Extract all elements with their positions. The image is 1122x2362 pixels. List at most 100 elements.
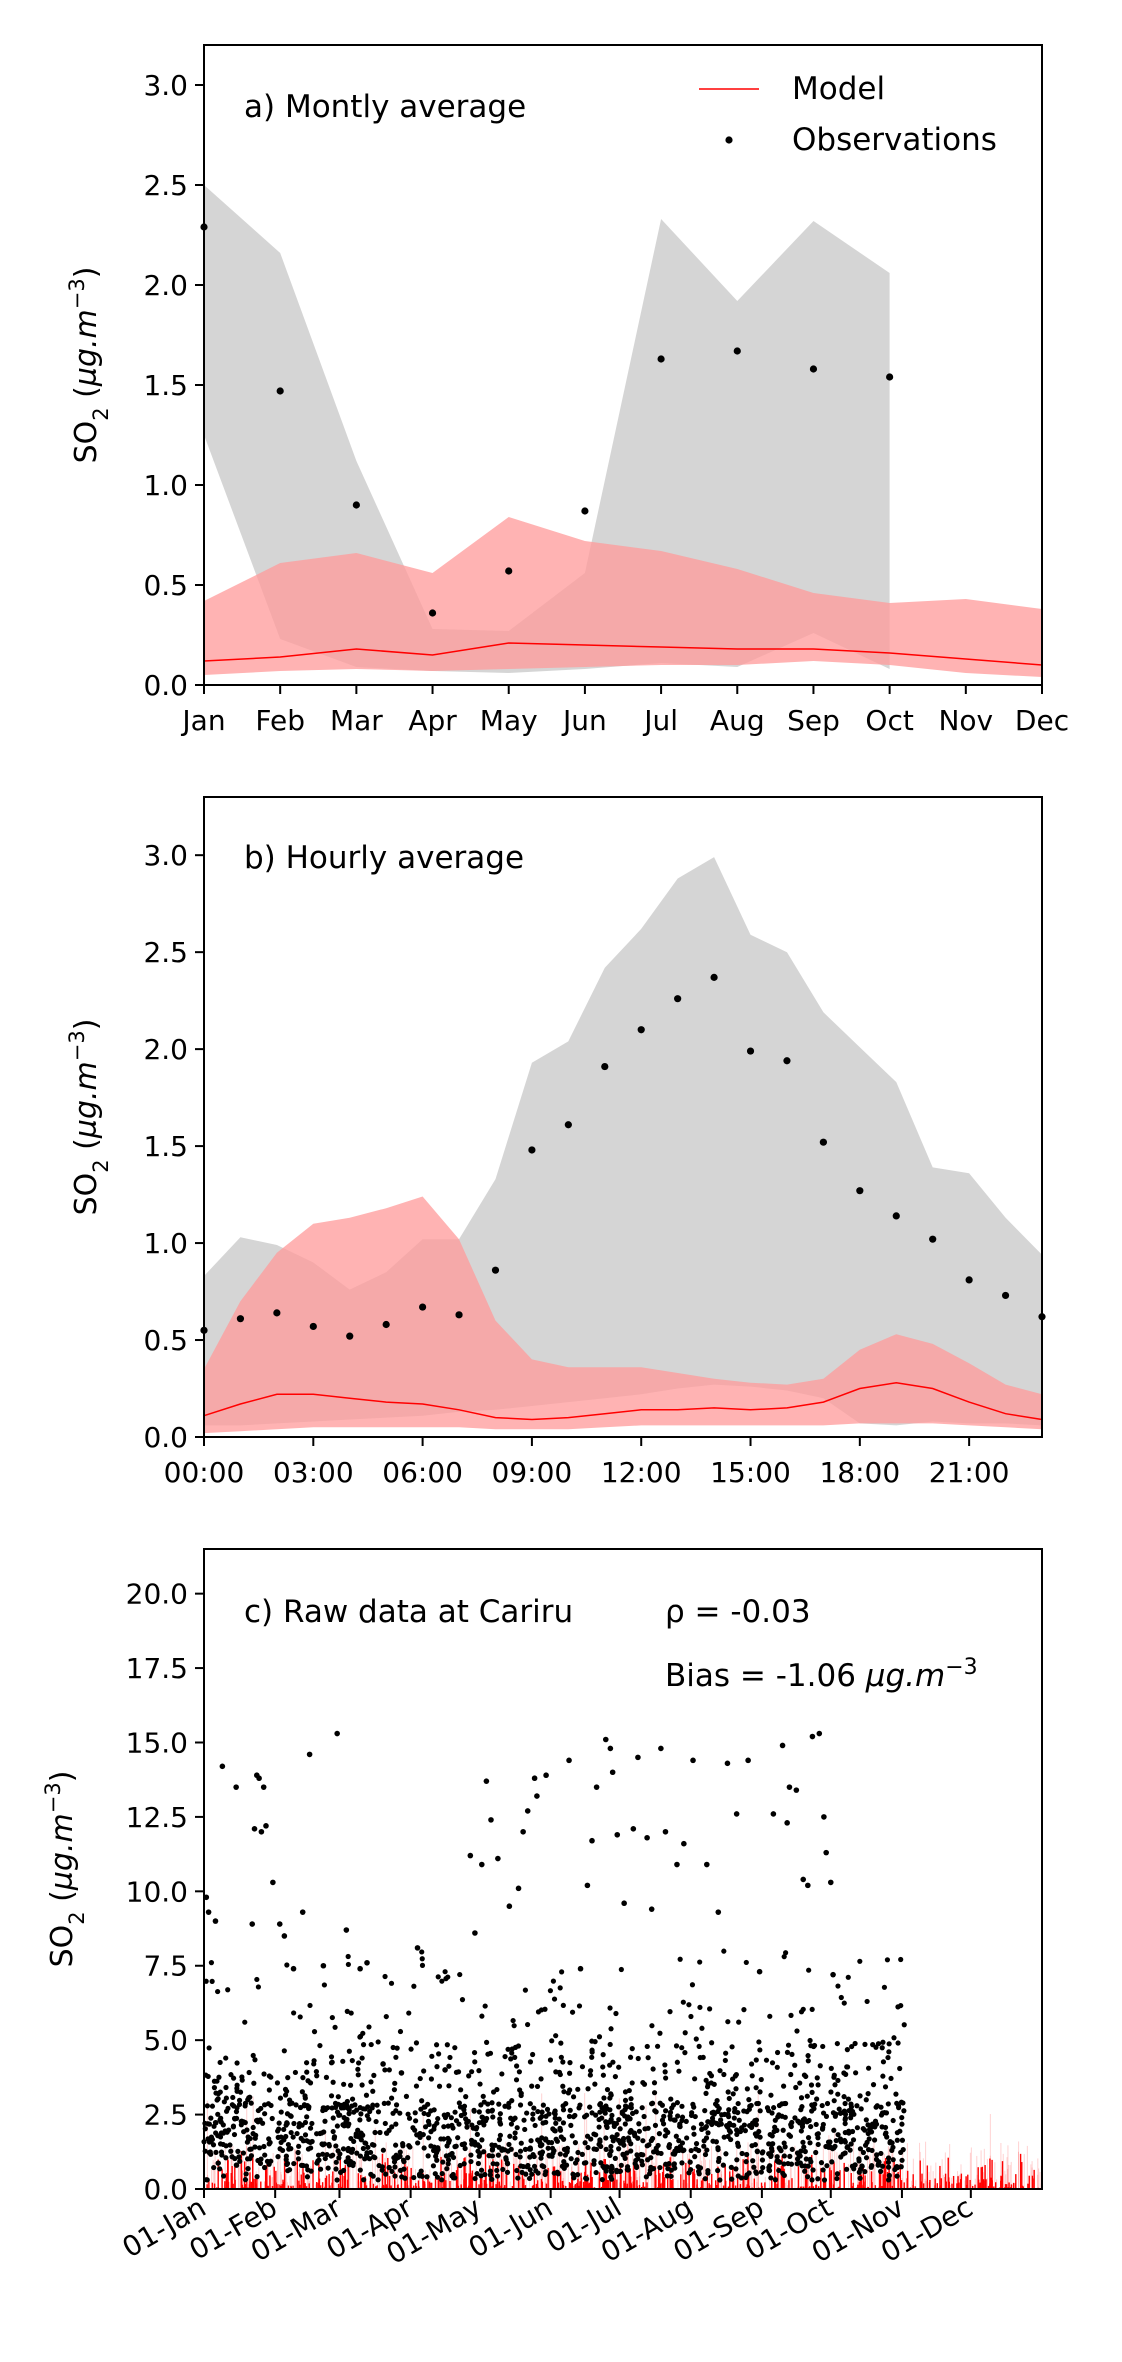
observation-point <box>814 2096 820 2102</box>
observation-point <box>377 2129 383 2136</box>
observation-point <box>478 2102 484 2108</box>
observation-point <box>205 2073 211 2080</box>
observation-point <box>597 2102 603 2108</box>
y-tick-label: 0.5 <box>143 569 188 602</box>
observation-point <box>560 2002 566 2008</box>
observation-point <box>226 2127 232 2133</box>
observation-point <box>348 2010 354 2016</box>
observation-point <box>567 2070 573 2076</box>
observation-point <box>657 355 665 363</box>
observation-point <box>758 2076 764 2083</box>
observation-point <box>236 2097 243 2103</box>
observation-point <box>389 2095 395 2101</box>
observation-point <box>533 2168 539 2174</box>
observation-point <box>416 2171 423 2177</box>
observation-point <box>489 2176 495 2182</box>
observation-point <box>206 2121 213 2127</box>
observation-point <box>787 2153 793 2159</box>
observation-point <box>499 2071 505 2077</box>
observation-point <box>322 2118 328 2124</box>
observation-point <box>345 1961 351 1968</box>
observation-point <box>886 2172 892 2179</box>
observation-point <box>494 2173 501 2179</box>
panel-c-annotation: c) Raw data at Cariru <box>244 1594 573 1630</box>
observation-point <box>328 2054 335 2060</box>
observation-point-high <box>733 1811 740 1817</box>
observation-point <box>208 2115 214 2121</box>
observation-point <box>848 2141 854 2147</box>
observation-point <box>355 2127 361 2133</box>
observation-point <box>889 2140 895 2146</box>
observation-point <box>854 2103 860 2109</box>
observation-point <box>831 2145 837 2151</box>
observation-point <box>543 2169 549 2175</box>
observation-point <box>476 2144 483 2150</box>
observation-point <box>334 2177 340 2183</box>
observation-point <box>819 2102 825 2109</box>
observation-point <box>675 2113 681 2119</box>
observation-point <box>889 2147 895 2153</box>
observation-point <box>607 2152 613 2159</box>
y-tick-label: 0.0 <box>143 1421 188 1454</box>
observation-point <box>393 2121 399 2127</box>
observation-point <box>527 2059 534 2065</box>
observation-point <box>608 2148 614 2154</box>
observation-point <box>613 2167 620 2173</box>
observation-point <box>304 2069 310 2075</box>
observation-point-high <box>816 1730 823 1737</box>
observation-point <box>296 2143 302 2149</box>
observation-point <box>371 2072 377 2078</box>
observation-point <box>832 2082 838 2088</box>
observation-point <box>337 2151 343 2157</box>
observation-point <box>206 2150 212 2156</box>
observation-point <box>703 2123 709 2130</box>
observation-point <box>769 2110 775 2116</box>
observation-point <box>764 2105 771 2111</box>
observation-point <box>389 2168 395 2175</box>
observation-point <box>375 2177 381 2183</box>
observation-point <box>622 2097 629 2103</box>
observation-point <box>850 2137 857 2143</box>
observation-point <box>221 2099 227 2105</box>
observation-point <box>468 2158 474 2165</box>
observation-point <box>628 2101 634 2108</box>
observation-point <box>552 2115 558 2121</box>
x-tick-label: Sep <box>787 704 840 737</box>
observation-point <box>553 2120 559 2126</box>
observation-point <box>425 2153 431 2159</box>
observation-point <box>557 1985 563 1991</box>
observation-point <box>530 2051 536 2058</box>
observation-point <box>888 2075 894 2082</box>
observation-point <box>641 2081 648 2087</box>
observation-point <box>549 2038 555 2044</box>
observation-point <box>469 2122 475 2128</box>
observation-point <box>216 2074 222 2080</box>
observation-point <box>896 2103 902 2109</box>
observation-point <box>751 2164 757 2170</box>
observation-point <box>354 2150 360 2156</box>
observation-point <box>667 2116 674 2122</box>
observation-point <box>705 2130 711 2136</box>
observation-point <box>546 2153 552 2159</box>
observation-point <box>531 2163 538 2169</box>
observation-point <box>668 2167 674 2173</box>
observation-point <box>852 2162 858 2168</box>
observation-point <box>842 2100 848 2107</box>
panel-c-y-axis-label: SO2 (µg.m−3) <box>41 1771 89 1968</box>
observation-point <box>708 2080 714 2086</box>
panel-c-x-ticks: 01-Jan01-Feb01-Mar01-Apr01-May01-Jun01-J… <box>117 2189 978 2271</box>
observation-point <box>252 2057 258 2063</box>
observation-point <box>383 2171 389 2177</box>
observation-point <box>591 2146 597 2152</box>
observation-point <box>734 2131 740 2137</box>
observation-point-high <box>704 1861 710 1868</box>
observation-point <box>713 2139 719 2145</box>
observation-point <box>530 2116 536 2122</box>
x-tick-label: Feb <box>255 704 305 737</box>
observation-point <box>234 2162 240 2168</box>
observation-point <box>345 1953 351 1960</box>
observation-point <box>815 2176 821 2182</box>
observation-point <box>508 2146 514 2152</box>
panel-a-frame <box>203 44 1043 686</box>
observation-point-high <box>577 1965 584 1972</box>
